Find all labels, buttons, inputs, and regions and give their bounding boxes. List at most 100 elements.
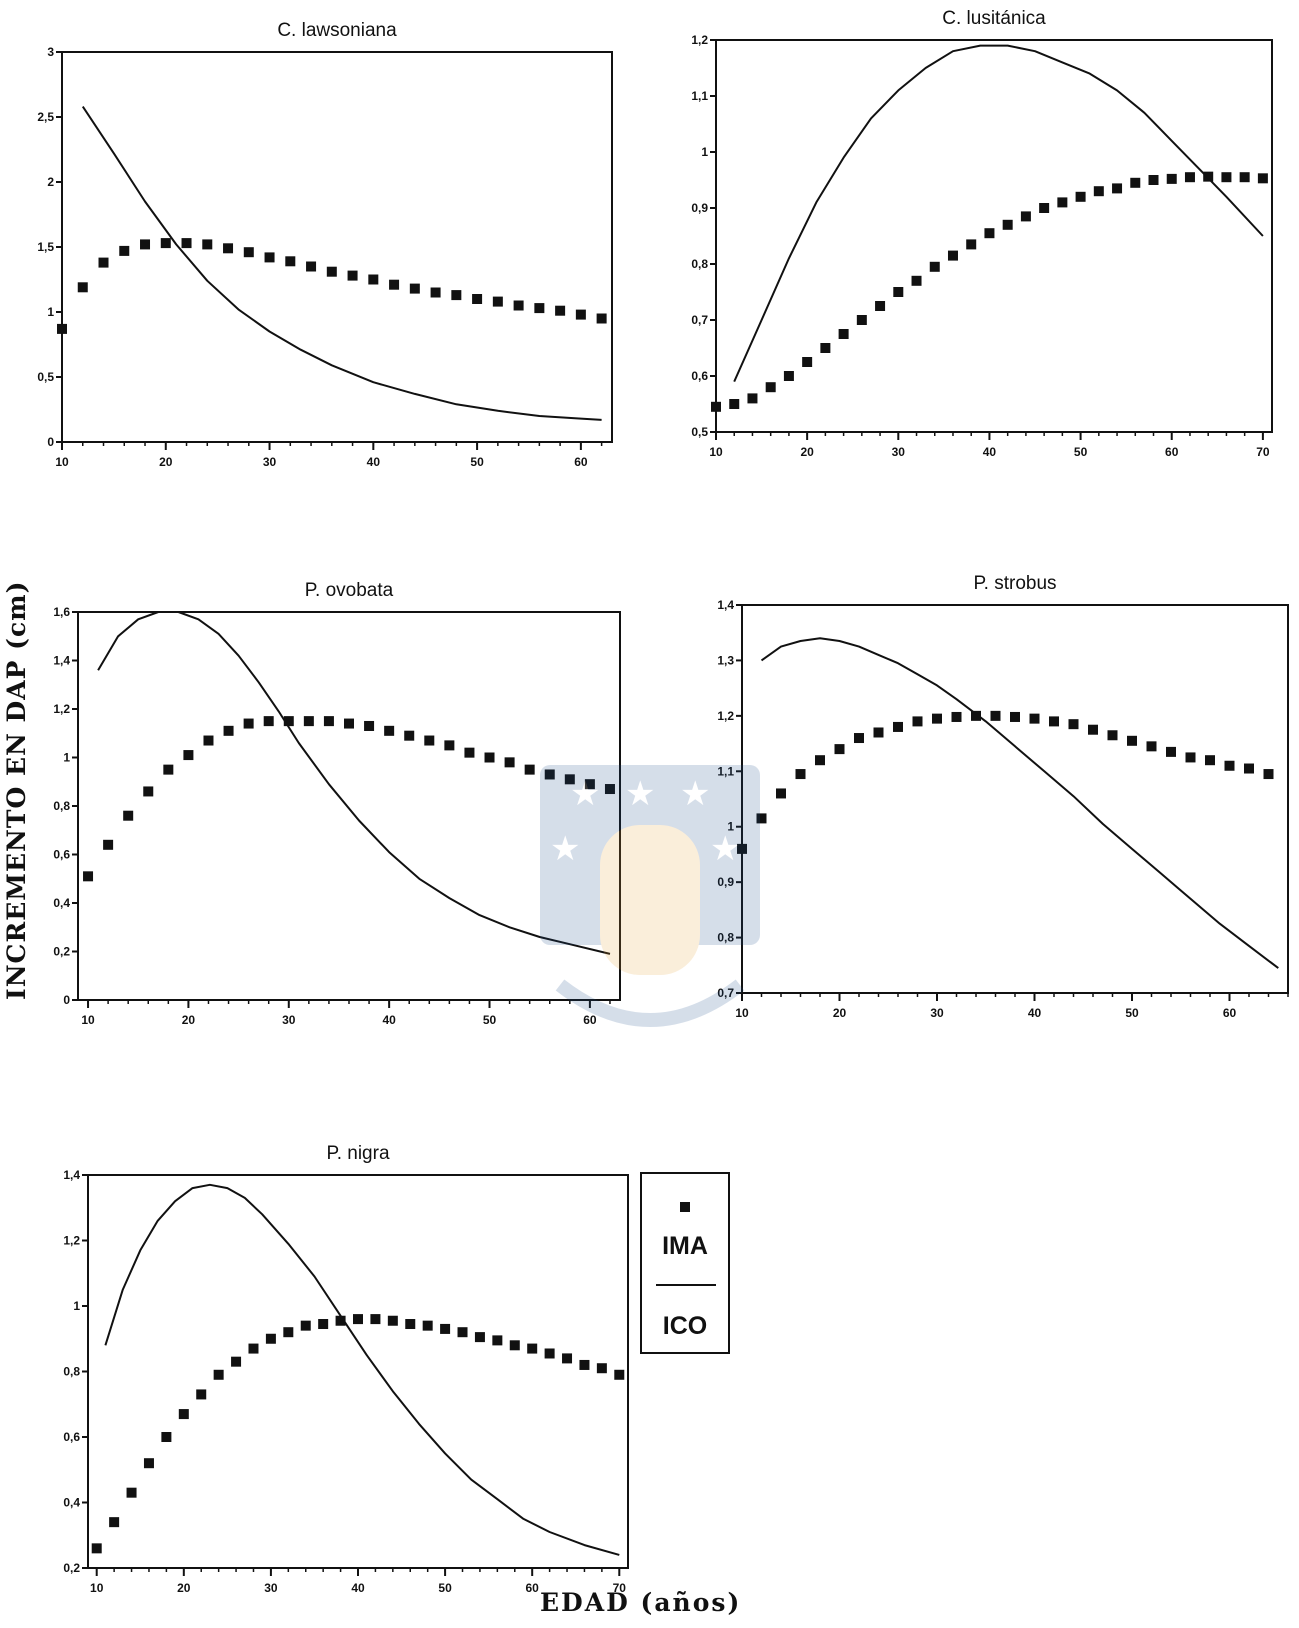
ima-data-point bbox=[143, 786, 154, 797]
ima-data-point bbox=[1184, 172, 1195, 183]
ima-data-point bbox=[596, 1363, 607, 1374]
y-tick-label: 0,2 bbox=[53, 945, 70, 959]
ima-data-point bbox=[203, 735, 214, 746]
chart-title: P. nigra bbox=[326, 1143, 389, 1164]
x-axis-label: EDAD (años) bbox=[540, 1588, 742, 1617]
ima-data-point bbox=[83, 871, 94, 882]
ima-data-point bbox=[1075, 191, 1086, 202]
svg-text:★: ★ bbox=[710, 830, 740, 868]
ima-data-point bbox=[472, 294, 483, 304]
ima-data-point bbox=[504, 757, 515, 768]
ima-data-point bbox=[1020, 211, 1031, 222]
ima-data-point bbox=[947, 250, 958, 261]
ima-data-point bbox=[893, 287, 904, 297]
x-tick-label: 30 bbox=[263, 455, 277, 469]
ima-data-point bbox=[815, 755, 825, 766]
ima-data-point bbox=[1088, 724, 1098, 735]
ima-data-point bbox=[971, 710, 981, 721]
svg-text:★: ★ bbox=[680, 775, 710, 813]
ima-data-point bbox=[103, 839, 114, 850]
y-tick-label: 2 bbox=[47, 175, 54, 189]
ima-data-point bbox=[1166, 746, 1176, 757]
y-tick-label: 0,6 bbox=[691, 369, 708, 383]
y-tick-label: 1,3 bbox=[717, 653, 734, 667]
ima-data-point bbox=[614, 1369, 625, 1380]
y-tick-label: 0,8 bbox=[717, 931, 734, 945]
ima-data-point bbox=[873, 727, 884, 738]
ima-data-point bbox=[966, 239, 977, 250]
ico-series-line bbox=[733, 44, 1264, 383]
ima-data-point bbox=[834, 744, 845, 755]
ima-data-point bbox=[1203, 171, 1214, 182]
ima-data-point bbox=[783, 371, 794, 381]
ima-data-point bbox=[1107, 730, 1118, 741]
y-tick-label: 0,9 bbox=[691, 201, 708, 215]
ima-data-point bbox=[181, 238, 192, 249]
x-tick-label: 30 bbox=[264, 1581, 278, 1595]
y-tick-label: 0,8 bbox=[63, 1365, 80, 1379]
ima-data-point bbox=[484, 752, 495, 763]
ima-data-point bbox=[119, 245, 130, 256]
ima-data-point bbox=[564, 774, 575, 785]
ima-data-point bbox=[213, 1369, 224, 1380]
ima-data-point bbox=[440, 1323, 451, 1334]
ima-data-point bbox=[404, 730, 415, 741]
ima-data-point bbox=[596, 313, 607, 324]
ima-data-point bbox=[231, 1356, 242, 1367]
legend: IMA ICO bbox=[640, 1172, 730, 1354]
ima-data-point bbox=[123, 810, 134, 821]
ima-data-point bbox=[285, 256, 296, 267]
ima-data-point bbox=[875, 301, 886, 311]
ima-data-point bbox=[464, 747, 475, 758]
x-tick-label: 10 bbox=[81, 1013, 95, 1027]
x-tick-label: 50 bbox=[438, 1581, 452, 1595]
y-tick-label: 0,9 bbox=[717, 875, 734, 889]
svg-text:★: ★ bbox=[625, 775, 655, 813]
y-tick-label: 1,2 bbox=[53, 702, 70, 716]
ima-data-point bbox=[335, 1315, 346, 1326]
ima-data-point bbox=[223, 725, 234, 736]
ima-data-point bbox=[444, 740, 455, 751]
x-tick-label: 20 bbox=[800, 445, 814, 459]
ima-data-point bbox=[776, 788, 786, 799]
ima-data-point bbox=[1010, 711, 1020, 722]
y-tick-label: 1 bbox=[701, 145, 708, 159]
x-tick-label: 40 bbox=[382, 1013, 396, 1027]
ima-data-point bbox=[1112, 183, 1123, 194]
ima-data-point bbox=[306, 261, 317, 272]
x-tick-label: 20 bbox=[177, 1581, 191, 1595]
ima-data-point bbox=[265, 1333, 276, 1344]
ima-data-point bbox=[524, 764, 535, 775]
ima-data-point bbox=[1244, 763, 1254, 774]
x-tick-label: 50 bbox=[1125, 1006, 1139, 1020]
ima-data-point bbox=[795, 769, 806, 780]
ima-data-point bbox=[1205, 755, 1215, 766]
x-tick-label: 30 bbox=[282, 1013, 296, 1027]
ima-data-point bbox=[77, 282, 88, 293]
ima-data-point bbox=[1130, 177, 1141, 188]
ima-data-point bbox=[747, 393, 758, 404]
ima-data-point bbox=[126, 1487, 137, 1498]
x-tick-label: 10 bbox=[709, 445, 723, 459]
x-tick-label: 70 bbox=[1256, 445, 1270, 459]
chart-title: C. lusitánica bbox=[942, 8, 1046, 29]
ima-data-point bbox=[326, 266, 337, 277]
ima-data-point bbox=[1049, 716, 1059, 727]
y-tick-label: 0,7 bbox=[691, 313, 708, 327]
ima-data-point bbox=[264, 252, 275, 263]
ima-data-point bbox=[1146, 741, 1157, 752]
ima-data-point bbox=[562, 1353, 573, 1364]
ima-data-point bbox=[370, 1314, 381, 1325]
ima-data-point bbox=[1224, 760, 1235, 771]
ima-data-point bbox=[384, 725, 395, 736]
ima-data-point bbox=[1185, 752, 1196, 763]
x-tick-label: 60 bbox=[1165, 445, 1179, 459]
ima-data-point bbox=[300, 1320, 311, 1331]
x-tick-label: 40 bbox=[351, 1581, 365, 1595]
ima-data-point bbox=[223, 243, 234, 254]
ima-data-point bbox=[347, 270, 358, 281]
ima-data-point bbox=[1239, 172, 1250, 183]
y-tick-label: 0,8 bbox=[691, 257, 708, 271]
ima-data-point bbox=[584, 779, 595, 790]
